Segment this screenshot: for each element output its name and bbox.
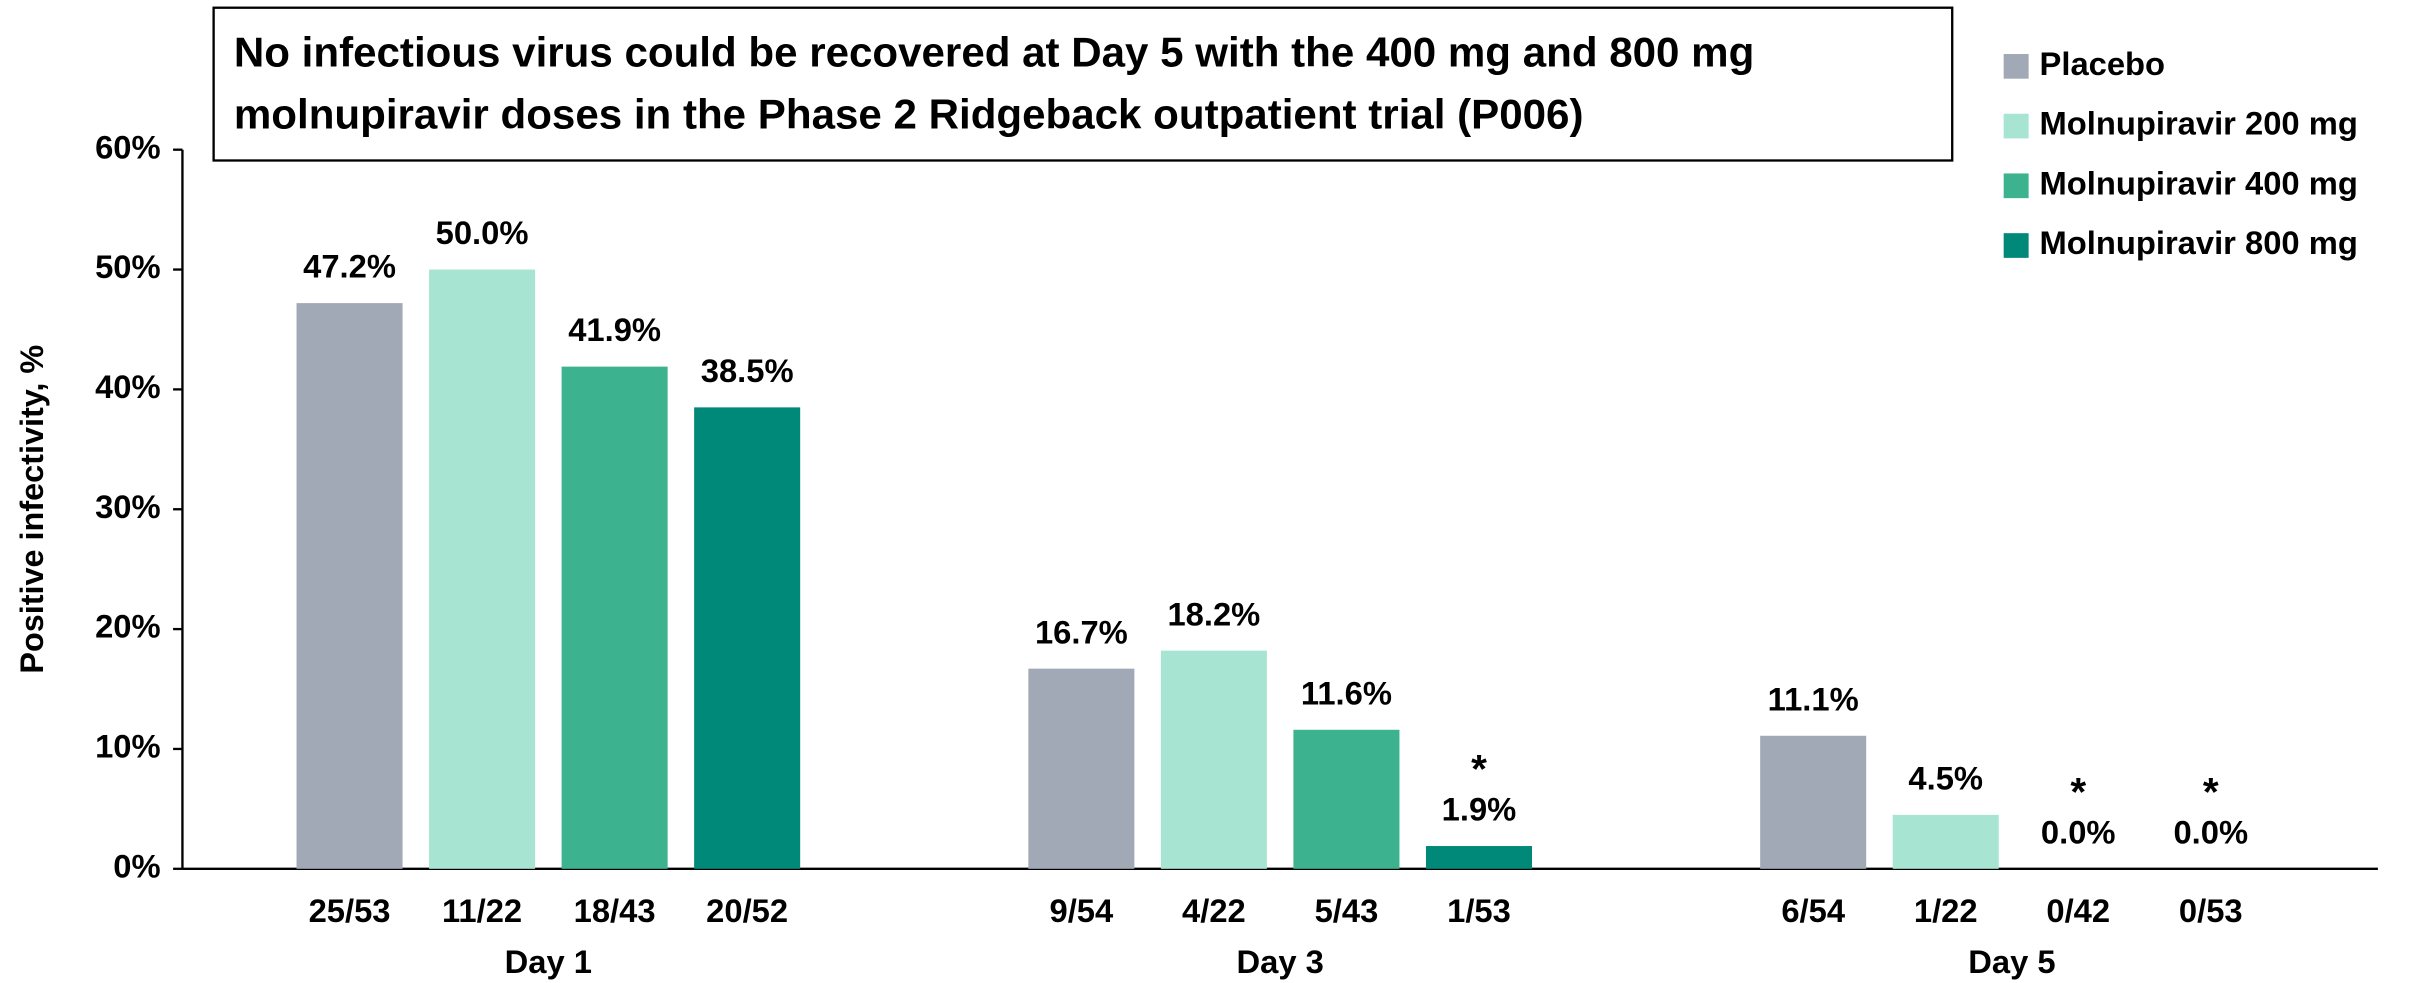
chart-title: molnupiravir doses in the Phase 2 Ridgeb… xyxy=(234,90,1584,137)
legend-swatch xyxy=(2003,113,2029,139)
count-label: 0/53 xyxy=(2179,893,2243,929)
value-label: 50.0% xyxy=(436,215,529,251)
legend-swatch xyxy=(2003,54,2029,79)
bar xyxy=(1160,650,1267,869)
value-label: 41.9% xyxy=(568,312,661,348)
value-label: 11.6% xyxy=(1301,676,1392,712)
y-tick-label: 10% xyxy=(95,729,161,765)
count-label: 6/54 xyxy=(1781,893,1845,929)
chart-title: No infectious virus could be recovered a… xyxy=(234,29,1754,76)
value-label: 16.7% xyxy=(1035,614,1128,650)
legend-label: Molnupiravir 800 mg xyxy=(2040,225,2358,261)
legend-label: Molnupiravir 400 mg xyxy=(2040,166,2358,202)
value-label: 11.1% xyxy=(1768,682,1859,718)
legend-label: Molnupiravir 200 mg xyxy=(2040,106,2358,142)
significance-marker: * xyxy=(2203,769,2219,815)
count-label: 5/43 xyxy=(1315,893,1379,929)
count-label: 9/54 xyxy=(1050,893,1114,929)
y-tick-label: 60% xyxy=(95,129,161,165)
count-label: 20/52 xyxy=(706,893,788,929)
x-tick-label: Day 1 xyxy=(505,944,592,980)
significance-marker: * xyxy=(1471,746,1487,792)
count-label: 1/53 xyxy=(1447,893,1511,929)
value-label: 47.2% xyxy=(303,249,396,285)
bar xyxy=(561,366,668,869)
count-label: 4/22 xyxy=(1182,893,1246,929)
bar xyxy=(1892,814,1999,869)
bar xyxy=(429,269,536,869)
value-label: 38.5% xyxy=(701,353,794,389)
y-tick-label: 30% xyxy=(95,489,161,525)
count-label: 11/22 xyxy=(442,893,522,929)
value-label: 18.2% xyxy=(1167,596,1260,632)
y-tick-label: 20% xyxy=(95,609,161,645)
bar xyxy=(1425,846,1532,869)
bar xyxy=(1028,668,1135,869)
bar xyxy=(1760,735,1867,869)
legend-label: Placebo xyxy=(2040,46,2166,82)
count-label: 18/43 xyxy=(574,893,656,929)
y-axis-label: Positive infectivity, % xyxy=(14,345,50,674)
legend-swatch xyxy=(2003,173,2029,199)
significance-marker: * xyxy=(2070,769,2086,815)
y-tick-label: 40% xyxy=(95,369,161,405)
legend-swatch xyxy=(2003,233,2029,258)
x-tick-label: Day 3 xyxy=(1236,944,1323,980)
bar xyxy=(1293,729,1400,869)
title-box xyxy=(212,6,1954,162)
count-label: 0/42 xyxy=(2046,893,2110,929)
value-label: 0.0% xyxy=(2041,815,2116,851)
y-tick-label: 50% xyxy=(95,249,161,285)
bar xyxy=(694,407,801,869)
value-label: 0.0% xyxy=(2173,815,2248,851)
y-tick-label: 0% xyxy=(113,849,160,885)
bar xyxy=(296,303,403,869)
x-tick-label: Day 5 xyxy=(1968,944,2055,980)
count-label: 1/22 xyxy=(1914,893,1978,929)
value-label: 1.9% xyxy=(1442,792,1517,828)
count-label: 25/53 xyxy=(309,893,391,929)
value-label: 4.5% xyxy=(1908,761,1983,797)
